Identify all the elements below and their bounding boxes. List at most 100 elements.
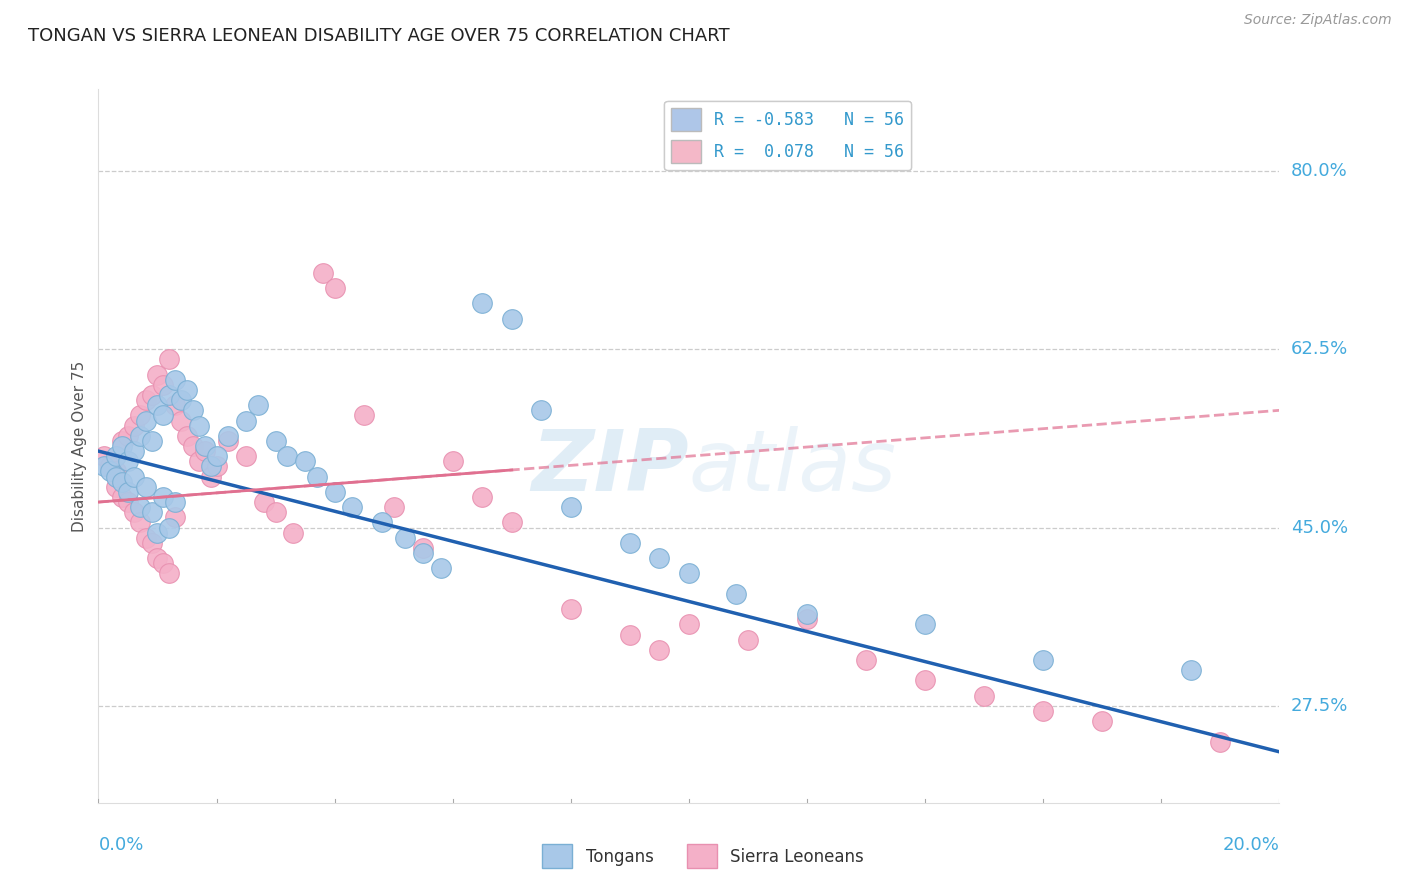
Point [135,480,157,494]
Point [105,465,128,479]
Point [157,520,180,534]
Point [264,505,287,519]
Point [152,490,174,504]
Point [619,627,641,641]
Point [146,398,169,412]
Point [796,612,818,626]
Point [187,418,209,433]
Point [176,429,198,443]
Point [146,525,169,540]
Point [176,383,198,397]
Point [678,566,700,581]
Point [855,653,877,667]
Point [1209,734,1232,748]
Point [170,393,193,408]
Point [323,281,346,295]
Point [264,434,287,448]
Point [725,587,748,601]
Point [471,296,494,310]
Point [122,444,145,458]
Point [305,469,328,483]
Point [105,480,128,494]
Text: Source: ZipAtlas.com: Source: ZipAtlas.com [1244,13,1392,28]
Point [157,388,180,402]
Point [141,536,163,550]
Point [93,449,115,463]
Text: 62.5%: 62.5% [1291,340,1348,359]
Point [111,490,134,504]
Point [152,556,174,570]
Point [283,525,305,540]
Point [187,454,209,468]
Point [111,439,134,453]
Point [430,561,453,575]
Point [619,536,641,550]
Point [371,516,394,530]
Point [141,505,163,519]
Point [194,439,217,453]
Point [152,377,174,392]
Point [648,551,671,566]
Point [157,352,180,367]
Point [135,393,157,408]
Point [135,531,157,545]
Point [98,459,121,474]
Point [1032,653,1054,667]
Point [200,459,222,474]
Point [128,409,150,423]
Point [128,516,150,530]
Point [170,413,193,427]
Point [165,510,187,524]
Point [353,409,375,423]
Point [181,403,204,417]
Point [122,418,145,433]
Point [205,459,228,474]
Point [135,413,157,427]
Legend: R = -0.583   N = 56, R =  0.078   N = 56: R = -0.583 N = 56, R = 0.078 N = 56 [664,101,911,170]
Point [412,546,434,560]
Point [323,484,346,499]
Point [973,689,995,703]
Point [165,398,187,412]
Point [914,617,936,632]
Point [560,602,582,616]
Y-axis label: Disability Age Over 75: Disability Age Over 75 [72,360,87,532]
Text: TONGAN VS SIERRA LEONEAN DISABILITY AGE OVER 75 CORRELATION CHART: TONGAN VS SIERRA LEONEAN DISABILITY AGE … [28,27,730,45]
Point [501,516,523,530]
Point [117,429,139,443]
Point [914,673,936,688]
Point [98,465,121,479]
Point [111,475,134,489]
Point [194,444,217,458]
Point [105,469,128,483]
Point [678,617,700,632]
Point [342,500,364,515]
Point [122,469,145,483]
Text: 80.0%: 80.0% [1291,161,1347,180]
Text: 45.0%: 45.0% [1291,518,1348,537]
Point [235,449,257,463]
Point [382,500,405,515]
Point [648,643,671,657]
Point [105,449,128,463]
Point [412,541,434,555]
Point [501,311,523,326]
Point [152,409,174,423]
Legend: Tongans, Sierra Leoneans: Tongans, Sierra Leoneans [536,838,870,875]
Point [93,459,115,474]
Text: 0.0%: 0.0% [98,836,143,855]
Text: atlas: atlas [689,425,897,509]
Point [165,373,187,387]
Point [737,632,759,647]
Point [276,449,298,463]
Point [1091,714,1114,729]
Point [246,398,269,412]
Point [141,434,163,448]
Point [294,454,316,468]
Point [796,607,818,622]
Point [128,500,150,515]
Point [441,454,464,468]
Point [117,454,139,468]
Point [111,434,134,448]
Point [1180,663,1202,677]
